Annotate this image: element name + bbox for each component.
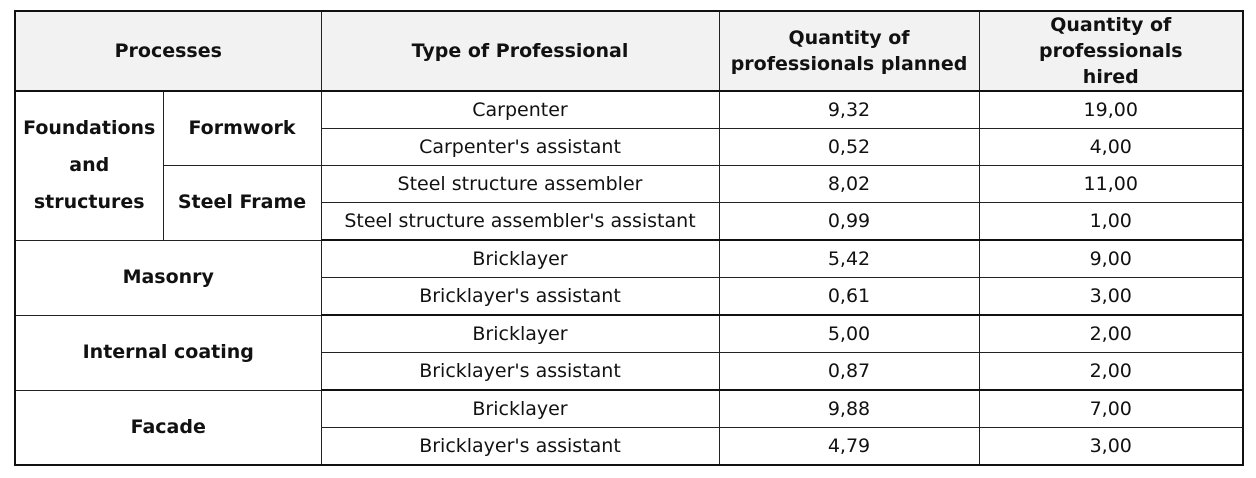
hired-cell: 4,00	[978, 128, 1244, 166]
planned-cell: 5,00	[718, 314, 980, 353]
subprocess-formwork: Formwork	[162, 90, 322, 166]
header-quantity-hired-label: Quantity of professionals hired	[1038, 14, 1183, 88]
planned-cell: 8,02	[718, 165, 980, 203]
table-row: Foundations and structures Formwork Carp…	[14, 90, 1244, 241]
professional-cell: Bricklayer's assistant	[320, 277, 720, 316]
hired-cell: 11,00	[978, 165, 1244, 203]
planned-cell: 0,52	[718, 128, 980, 166]
professional-cell: Carpenter's assistant	[320, 128, 720, 166]
header-quantity-planned-label: Quantity of professionals planned	[730, 27, 968, 75]
table-row: Masonry Bricklayer 5,42 9,00	[14, 239, 1244, 316]
planned-cell: 5,42	[718, 239, 980, 278]
table-row: Bricklayer's assistant 0,61 3,00	[15, 277, 1244, 316]
planned-cell: 4,79	[718, 427, 980, 466]
table-row: Steel Frame Steel structure assembler 8,…	[15, 165, 1244, 241]
hired-cell: 9,00	[978, 239, 1244, 278]
process-internal-coating: Internal coating	[14, 314, 322, 391]
table-row: Carpenter's assistant 0,52 4,00	[15, 128, 1244, 166]
staffing-table: Processes Type of Professional Quantity …	[14, 10, 1244, 466]
professional-cell: Bricklayer	[320, 314, 720, 353]
hired-cell: 2,00	[978, 314, 1244, 353]
planned-cell: 0,87	[718, 352, 980, 391]
planned-cell: 9,32	[718, 90, 980, 129]
hired-cell: 7,00	[978, 389, 1244, 428]
planned-cell: 9,88	[718, 389, 980, 428]
professional-cell: Bricklayer's assistant	[320, 352, 720, 391]
planned-cell: 0,61	[718, 277, 980, 316]
subprocess-steel-frame: Steel Frame	[162, 165, 322, 241]
header-row: Processes Type of Professional Quantity …	[14, 10, 1244, 92]
professional-cell: Steel structure assembler	[320, 165, 720, 203]
header-quantity-hired: Quantity of professionals hired	[978, 10, 1244, 92]
hired-cell: 19,00	[978, 90, 1244, 129]
process-facade: Facade	[14, 389, 322, 466]
professional-cell: Bricklayer	[320, 389, 720, 428]
professional-cell: Bricklayer	[320, 239, 720, 278]
process-masonry: Masonry	[14, 239, 322, 316]
header-quantity-planned: Quantity of professionals planned	[718, 10, 980, 92]
table-row: Facade Bricklayer 9,88 7,00	[14, 389, 1244, 466]
professional-cell: Carpenter	[320, 90, 720, 129]
hired-cell: 3,00	[978, 277, 1244, 316]
planned-cell: 0,99	[718, 202, 980, 241]
professional-cell: Bricklayer's assistant	[320, 427, 720, 466]
table-row: Bricklayer's assistant 4,79 3,00	[15, 427, 1244, 466]
hired-cell: 1,00	[978, 202, 1244, 241]
hired-cell: 3,00	[978, 427, 1244, 466]
header-type-of-professional: Type of Professional	[320, 10, 720, 92]
header-processes: Processes	[14, 10, 322, 92]
table-row: Steel structure assembler's assistant 0,…	[15, 202, 1244, 241]
professional-cell: Steel structure assembler's assistant	[320, 202, 720, 241]
cropped-caption-strip	[0, 0, 1256, 8]
table-row: Bricklayer's assistant 0,87 2,00	[15, 352, 1244, 391]
hired-cell: 2,00	[978, 352, 1244, 391]
process-foundations-and-structures: Foundations and structures	[14, 90, 164, 241]
table-row: Internal coating Bricklayer 5,00 2,00	[14, 314, 1244, 391]
